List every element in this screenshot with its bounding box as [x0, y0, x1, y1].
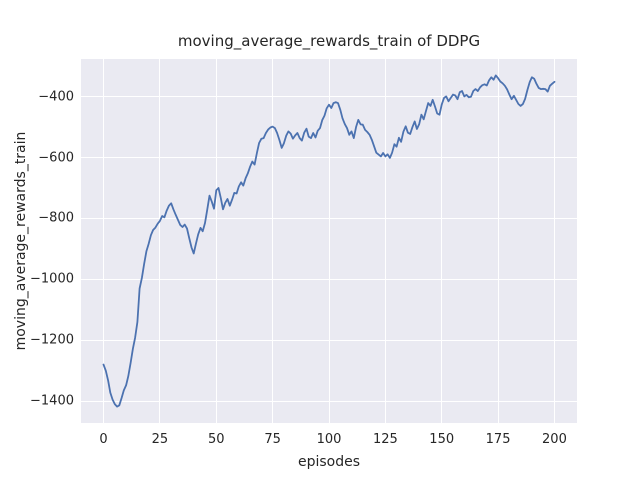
x-tick-label: 100 [316, 432, 342, 447]
vertical-gridline [103, 59, 105, 423]
horizontal-gridline [81, 217, 577, 219]
ddpg-rewards-line [102, 74, 556, 408]
x-tick-label: 200 [542, 432, 567, 447]
vertical-gridline [215, 59, 217, 423]
vertical-gridline [497, 59, 499, 423]
vertical-gridline [384, 59, 386, 423]
x-axis-label: episodes [297, 454, 361, 470]
vertical-gridline [272, 59, 274, 423]
y-tick-label: −1200 [30, 332, 74, 348]
y-tick-label: −1400 [30, 393, 74, 409]
x-tick-label: 75 [264, 432, 281, 447]
horizontal-gridline [81, 278, 577, 280]
y-tick-label: −400 [38, 89, 74, 105]
vertical-gridline [328, 59, 330, 423]
horizontal-gridline [81, 157, 577, 159]
vertical-gridline [159, 59, 161, 423]
line-chart-svg [102, 74, 556, 408]
horizontal-gridline [81, 96, 577, 98]
y-tick-label: −1000 [30, 271, 74, 287]
x-tick-label: 150 [429, 432, 455, 447]
x-tick-label: 50 [207, 432, 225, 447]
horizontal-gridline [81, 400, 577, 402]
y-tick-label: −600 [38, 150, 74, 166]
x-tick-label: 25 [151, 432, 169, 447]
vertical-gridline [553, 59, 555, 423]
x-tick-label: 0 [99, 432, 108, 447]
chart-title: moving_average_rewards_train of DDPG [177, 32, 481, 50]
horizontal-gridline [81, 339, 577, 341]
x-tick-label: 125 [372, 432, 398, 447]
vertical-gridline [441, 59, 443, 423]
x-tick-label: 175 [485, 432, 511, 447]
y-axis-label: moving_average_rewards_train [13, 131, 29, 351]
plot-area [81, 59, 577, 423]
y-tick-label: −800 [38, 210, 74, 226]
